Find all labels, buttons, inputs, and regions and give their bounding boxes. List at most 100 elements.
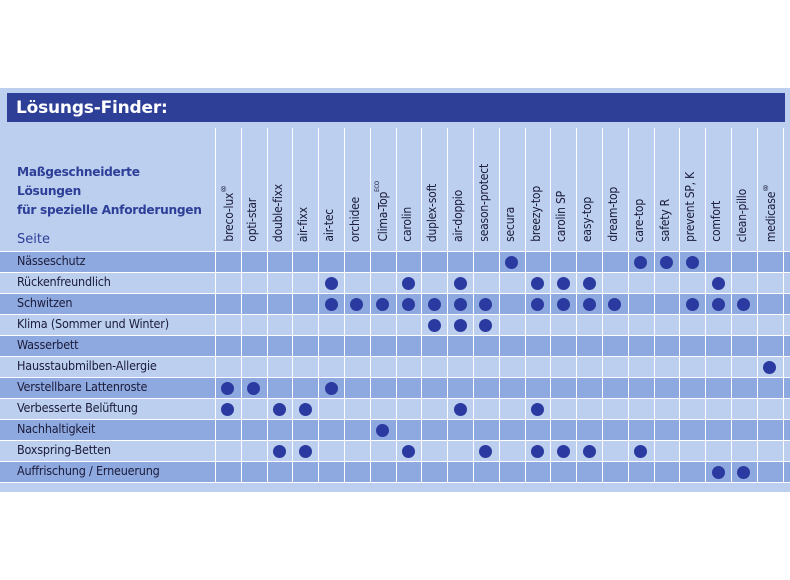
column-header-label: carolin: [400, 207, 414, 242]
seite-label: Seite: [17, 232, 50, 247]
subtitle-line-2: für spezielle Anforderungen: [17, 203, 202, 217]
match-dot: [325, 298, 338, 311]
subtitle: Maßgeschneiderte Lösungen für spezielle …: [17, 163, 207, 220]
row-label: Wasserbett: [17, 337, 79, 352]
table-row: Schwitzen: [0, 294, 790, 315]
column-header-label: dream-top: [606, 187, 620, 242]
column-header: safety R: [654, 128, 680, 244]
page-title: Lösungs-Finder:: [16, 97, 168, 118]
subtitle-line-1: Maßgeschneiderte Lösungen: [17, 165, 140, 198]
match-dot: [454, 298, 467, 311]
column-divider: [421, 128, 422, 483]
match-dot: [402, 445, 415, 458]
column-header-superscript: ECO: [374, 181, 381, 193]
column-header-label: clean-pillo: [735, 188, 749, 242]
match-dot: [505, 256, 518, 269]
column-divider: [602, 128, 603, 483]
match-dot: [531, 403, 544, 416]
column-header-label: medicase®: [761, 182, 778, 242]
match-dot: [350, 298, 363, 311]
table-row: Boxspring-Betten: [0, 441, 790, 462]
row-divider: [0, 293, 790, 294]
column-divider: [215, 128, 216, 483]
column-divider: [344, 128, 345, 483]
match-dot: [402, 277, 415, 290]
column-header-label: opti-star: [245, 198, 259, 242]
column-header-superscript: ®: [761, 182, 770, 192]
match-dot: [712, 277, 725, 290]
column-divider: [679, 128, 680, 483]
column-header: secura: [499, 128, 525, 244]
column-header-label: comfort: [709, 201, 723, 242]
column-divider: [705, 128, 706, 483]
column-divider: [757, 128, 758, 483]
row-divider: [0, 461, 790, 462]
column-divider: [783, 128, 784, 483]
match-dot: [557, 445, 570, 458]
column-header-label: duplex-soft: [425, 183, 439, 242]
match-dot: [608, 298, 621, 311]
row-divider: [0, 356, 790, 357]
row-label: Boxspring-Betten: [17, 442, 111, 457]
match-dot: [531, 298, 544, 311]
match-dot: [221, 382, 234, 395]
match-dot: [402, 298, 415, 311]
column-divider: [473, 128, 474, 483]
column-header-label: secura: [503, 207, 517, 242]
column-header-label: air-fixx: [296, 206, 310, 242]
column-divider: [292, 128, 293, 483]
match-dot: [583, 445, 596, 458]
column-header: easy-top: [576, 128, 602, 244]
column-divider: [447, 128, 448, 483]
column-header: Clima-TopECO: [370, 128, 396, 244]
match-dot: [376, 298, 389, 311]
match-dot: [634, 445, 647, 458]
table-row: Auffrischung / Erneuerung: [0, 462, 790, 483]
column-header: medicase®: [757, 128, 783, 244]
match-dot: [299, 403, 312, 416]
row-divider: [0, 440, 790, 441]
row-divider: [0, 314, 790, 315]
table-row: Wasserbett: [0, 336, 790, 357]
column-header-label: orchidee: [348, 196, 362, 242]
column-header-label: breco-lux®: [219, 184, 236, 242]
match-dot: [583, 277, 596, 290]
table-row: Verbesserte Belüftung: [0, 399, 790, 420]
match-dot: [325, 382, 338, 395]
match-dot: [479, 298, 492, 311]
column-divider: [241, 128, 242, 483]
row-divider: [0, 272, 790, 273]
match-dot: [273, 445, 286, 458]
match-dot: [686, 256, 699, 269]
match-dot: [737, 298, 750, 311]
column-header-superscript: ®: [219, 184, 228, 194]
row-divider: [0, 251, 790, 252]
column-header: clean-pillo: [731, 128, 757, 244]
match-dot: [479, 319, 492, 332]
table-row: Nachhaltigkeit: [0, 420, 790, 441]
row-divider: [0, 335, 790, 336]
match-dot: [299, 445, 312, 458]
column-header-label: prevent SP, K: [683, 172, 697, 242]
match-dot: [454, 277, 467, 290]
match-dot: [583, 298, 596, 311]
match-dot: [479, 445, 492, 458]
match-dot: [660, 256, 673, 269]
column-header: prevent SP, K: [679, 128, 705, 244]
match-dot: [557, 277, 570, 290]
row-divider: [0, 377, 790, 378]
column-header-label: safety R: [658, 199, 672, 242]
table-row: Klima (Sommer und Winter): [0, 315, 790, 336]
column-divider: [499, 128, 500, 483]
row-divider: [0, 482, 790, 483]
column-header-label: care-top: [632, 198, 646, 242]
row-label: Schwitzen: [17, 295, 73, 310]
row-label: Hausstaubmilben-Allergie: [17, 358, 157, 373]
column-header: breezy-top: [525, 128, 551, 244]
column-header: air-fixx: [292, 128, 318, 244]
match-dot: [247, 382, 260, 395]
column-header-label: air-doppio: [451, 190, 465, 242]
column-header: air-tec: [318, 128, 344, 244]
row-label: Auffrischung / Erneuerung: [17, 463, 160, 478]
column-header-label: Clima-TopECO: [374, 181, 390, 242]
